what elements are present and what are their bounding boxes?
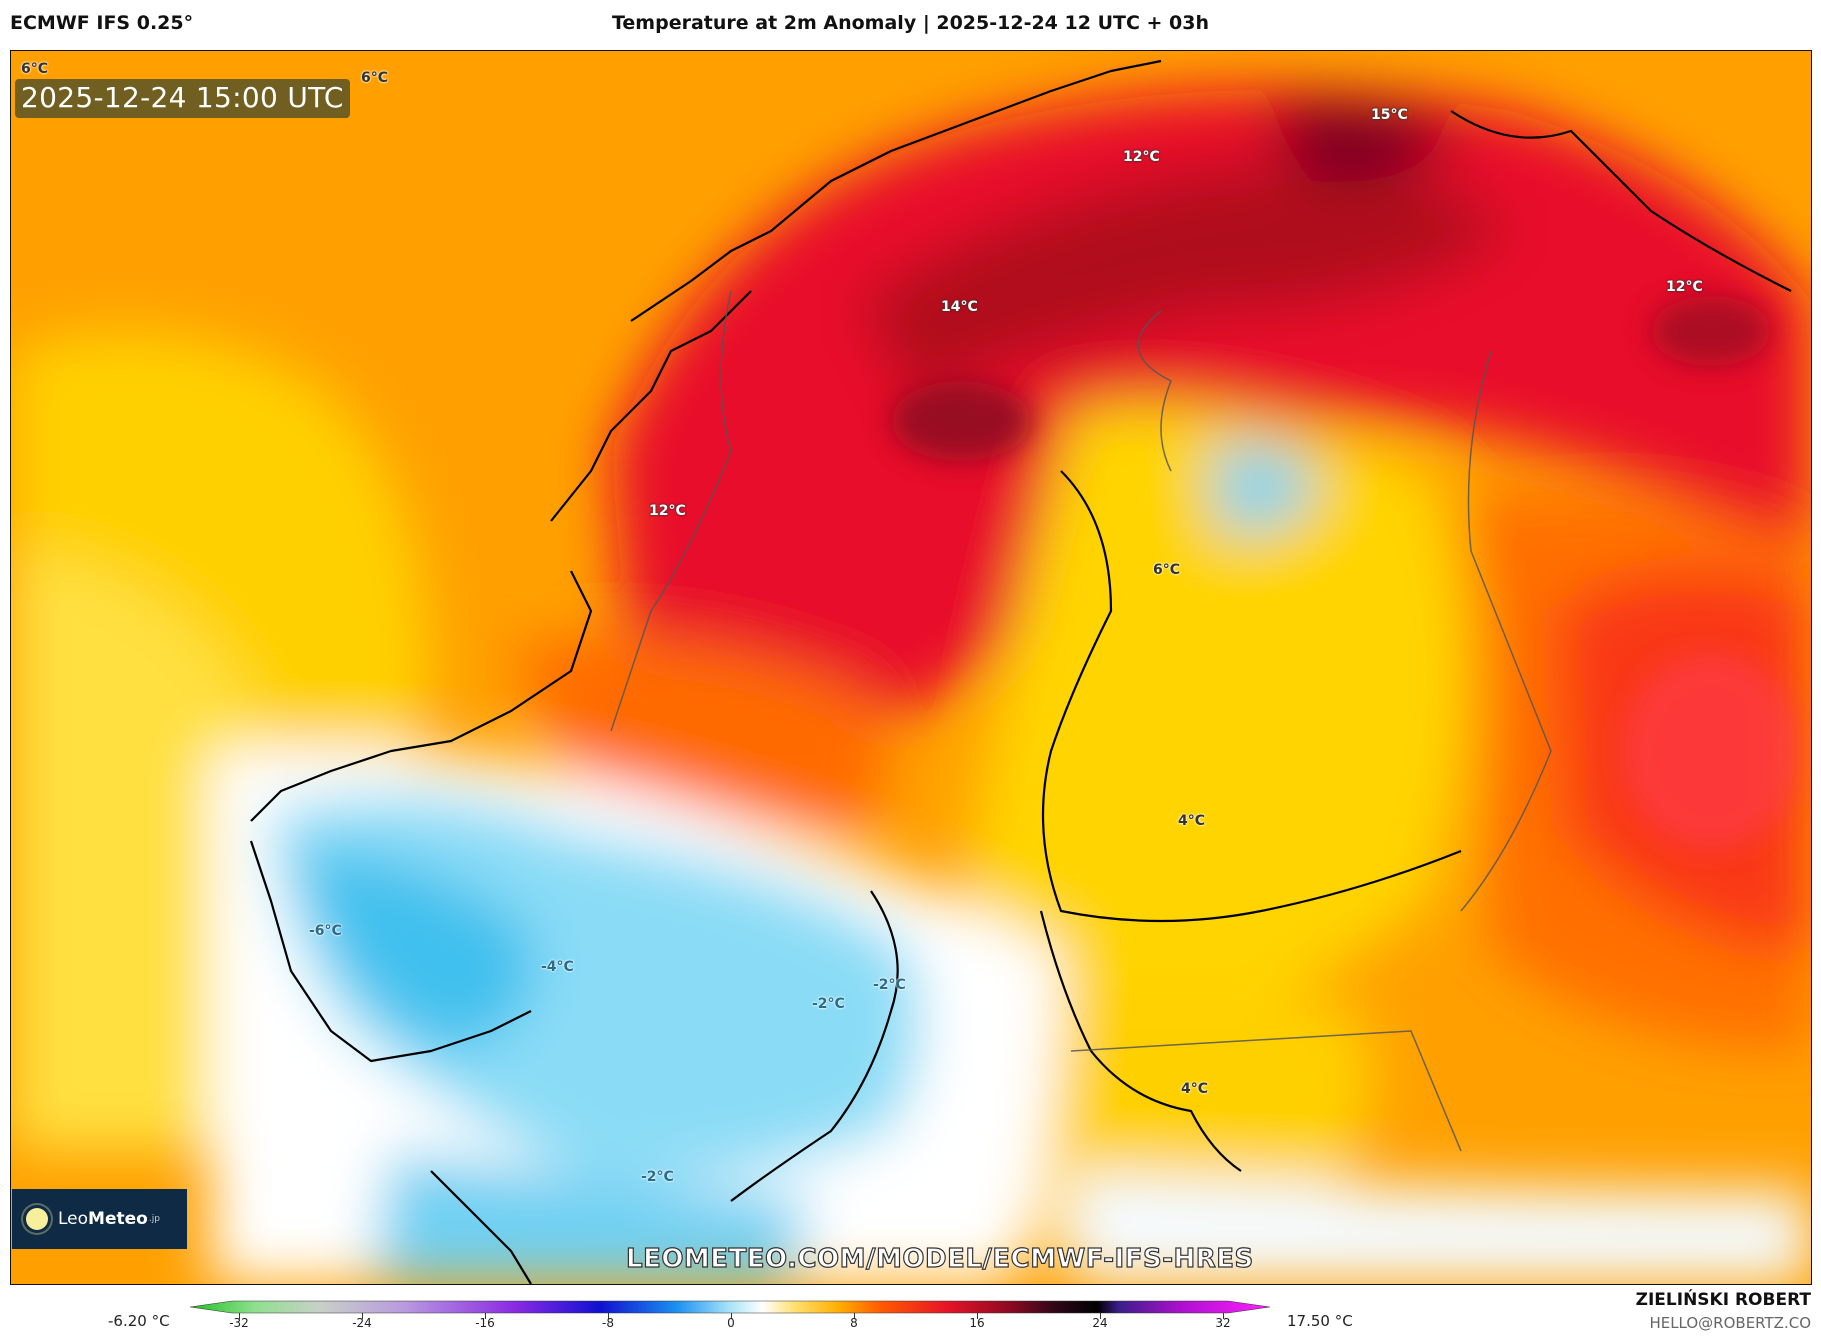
author-name: ZIELIŃSKI ROBERT	[1635, 1290, 1811, 1310]
isotherm-label: -6°C	[309, 923, 342, 939]
isotherm-label: 14°C	[941, 299, 978, 315]
isotherm-label: 12°C	[1123, 149, 1160, 165]
colorbar-tick: -16	[475, 1316, 495, 1330]
isotherm-label: -2°C	[641, 1169, 674, 1185]
isotherm-label: -4°C	[541, 959, 574, 975]
isotherm-label: 4°C	[1181, 1081, 1209, 1097]
map-field	[11, 51, 1811, 1284]
isotherm-label: -2°C	[812, 996, 845, 1012]
colorbar-max-label: 17.50 °C	[1287, 1312, 1353, 1330]
logo-text-meteo: Meteo	[88, 1209, 148, 1229]
isotherm-label: 4°C	[1178, 813, 1206, 829]
colorbar-tick: 8	[850, 1316, 858, 1330]
logo-text-leo: Leo	[58, 1209, 89, 1229]
chart-title: Temperature at 2m Anomaly | 2025-12-24 1…	[611, 12, 1210, 34]
colorbar-tick: 16	[969, 1316, 985, 1330]
sun-icon	[26, 1208, 48, 1230]
colorbar-tick: -32	[229, 1316, 249, 1330]
isotherm-label: 12°C	[1666, 279, 1703, 295]
colorbar	[190, 1300, 1270, 1314]
colorbar-min-label: -6.20 °C	[108, 1312, 170, 1330]
isotherm-label: -2°C	[873, 977, 906, 993]
isotherm-label: 6°C	[1153, 562, 1181, 578]
model-name: ECMWF IFS 0.25°	[10, 12, 194, 34]
leometeo-logo[interactable]: Leo Meteo .jp	[12, 1189, 187, 1249]
logo-text-suffix: .jp	[148, 1214, 160, 1224]
colorbar-tick: -8	[602, 1316, 614, 1330]
isotherm-label: 6°C	[361, 70, 389, 86]
colorbar-tick: 24	[1092, 1316, 1108, 1330]
author-email[interactable]: HELLO@ROBERTZ.CO	[1649, 1314, 1811, 1332]
isotherm-label: 15°C	[1371, 107, 1408, 123]
colorbar-tick: 32	[1215, 1316, 1231, 1330]
colorbar-tick: 0	[727, 1316, 735, 1330]
temperature-anomaly-map[interactable]: 2025-12-24 15:00 UTC 6°C 6°C 15°C 12°C 1…	[10, 50, 1812, 1285]
valid-time-badge: 2025-12-24 15:00 UTC	[15, 79, 350, 118]
colorbar-tick: -24	[352, 1316, 372, 1330]
source-watermark: LEOMETEO.COM/MODEL/ECMWF-IFS-HRES	[625, 1243, 1254, 1274]
isotherm-label: 6°C	[21, 61, 49, 77]
isotherm-label: 12°C	[649, 503, 686, 519]
